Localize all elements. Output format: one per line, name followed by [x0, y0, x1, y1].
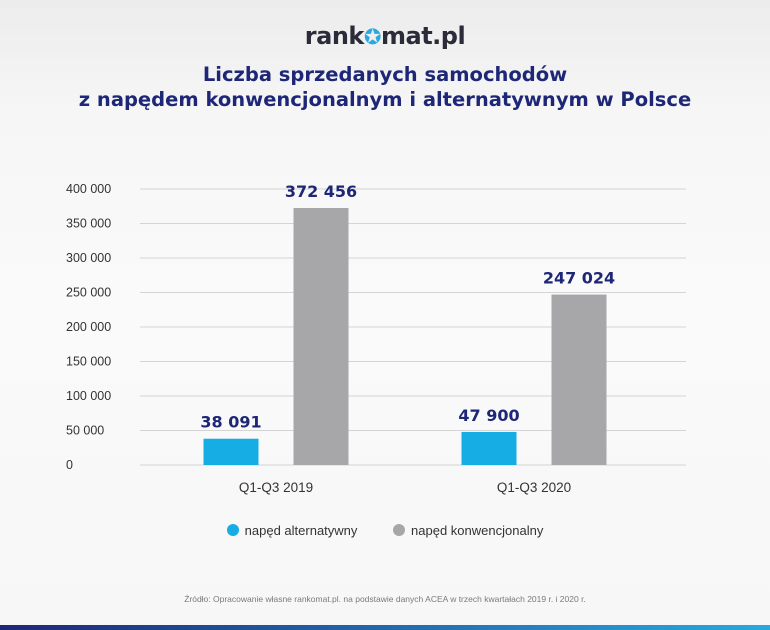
data-label: 247 024	[543, 269, 615, 288]
y-tick-label: 100 000	[66, 389, 111, 403]
chart-title-line-1: Liczba sprzedanych samochodów	[202, 63, 568, 86]
brand-logo: rank✪mat.pl	[0, 22, 770, 50]
y-tick-label: 350 000	[66, 217, 111, 231]
legend: napęd alternatywny napęd konwencjonalny	[0, 523, 770, 538]
y-tick-label: 300 000	[66, 251, 111, 265]
y-tick-label: 50 000	[66, 424, 104, 438]
data-label: 372 456	[285, 182, 357, 201]
bar	[551, 294, 607, 465]
chart-title: Liczba sprzedanych samochodów z napędem …	[0, 62, 770, 112]
bar	[203, 438, 259, 465]
legend-dot-conventional	[393, 524, 406, 536]
bar	[293, 208, 349, 465]
y-tick-label: 0	[66, 458, 73, 472]
legend-dot-alternative	[226, 524, 239, 536]
star-icon: ✪	[363, 25, 382, 49]
legend-label-alternative: napęd alternatywny	[244, 523, 358, 538]
brand-name-start: rank	[304, 22, 365, 50]
legend-label-conventional: napęd konwencjonalny	[411, 523, 544, 538]
bar-chart: 0 50 000 100 000 150 000 200 000 250 000 300 0…	[66, 182, 686, 495]
chart-title-line-2: z napędem konwencjonalnym i alternatywny…	[78, 88, 692, 111]
x-tick-label: Q1-Q3 2020	[497, 480, 571, 495]
y-tick-label: 400 000	[66, 182, 111, 196]
brand-name-end: mat.pl	[380, 22, 466, 50]
bar	[461, 431, 517, 465]
x-tick-label: Q1-Q3 2019	[239, 480, 313, 495]
y-tick-label: 250 000	[66, 286, 111, 300]
legend-item-alternative: napęd alternatywny	[226, 523, 358, 538]
data-label: 47 900	[458, 406, 519, 425]
legend-item-conventional: napęd konwencjonalny	[393, 523, 543, 538]
data-label: 38 091	[200, 413, 261, 432]
source-note: Źródło: Opracowanie własne rankomat.pl. …	[184, 594, 586, 604]
bottom-accent-bar	[0, 625, 770, 630]
y-tick-label: 200 000	[66, 320, 111, 334]
y-tick-label: 150 000	[66, 355, 111, 369]
